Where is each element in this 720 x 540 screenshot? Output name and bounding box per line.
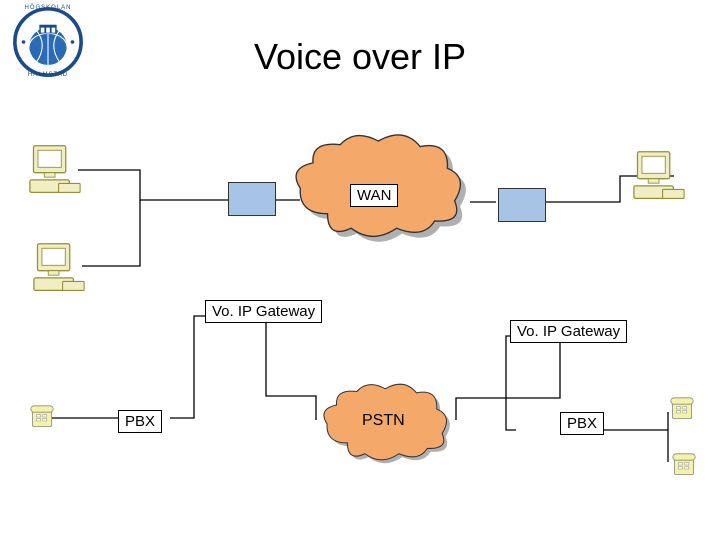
pbx-right-label: PBX (560, 412, 604, 435)
router-left (228, 182, 276, 216)
phone-icon (670, 396, 694, 422)
computer-icon (632, 150, 686, 202)
phone-icon (30, 404, 54, 430)
page-title: Voice over IP (0, 36, 720, 78)
voip-gateway-left-label: Vo. IP Gateway (205, 300, 322, 323)
pbx-left-label: PBX (118, 410, 162, 433)
computer-icon (32, 242, 86, 294)
computer-icon (28, 144, 82, 196)
pstn-label: PSTN (362, 412, 405, 430)
voip-gateway-right-label: Vo. IP Gateway (510, 320, 627, 343)
logo-top-text: HÖGSKOLAN (12, 5, 84, 11)
router-right (498, 188, 546, 222)
phone-icon (672, 452, 696, 478)
wan-label: WAN (350, 184, 398, 207)
